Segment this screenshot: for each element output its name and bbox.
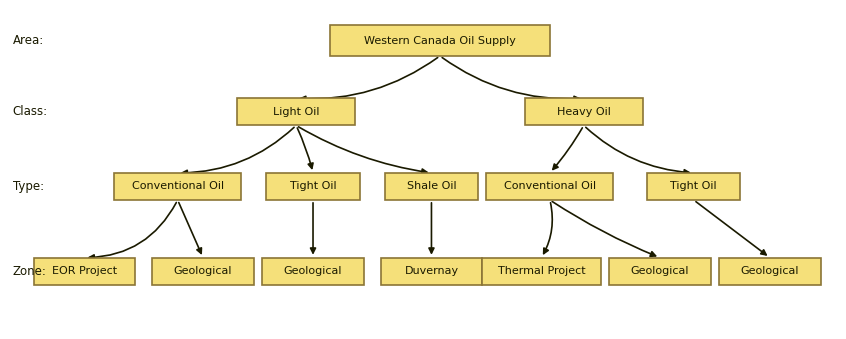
- FancyBboxPatch shape: [482, 258, 601, 285]
- FancyBboxPatch shape: [114, 173, 241, 200]
- FancyBboxPatch shape: [262, 258, 364, 285]
- Text: Type:: Type:: [13, 180, 44, 193]
- Text: EOR Project: EOR Project: [52, 266, 117, 276]
- Text: Area:: Area:: [13, 34, 44, 47]
- Text: Thermal Project: Thermal Project: [497, 266, 585, 276]
- Text: Conventional Oil: Conventional Oil: [504, 181, 596, 192]
- Text: Light Oil: Light Oil: [273, 107, 319, 117]
- Text: Duvernay: Duvernay: [404, 266, 459, 276]
- Text: Geological: Geological: [740, 266, 799, 276]
- FancyBboxPatch shape: [266, 173, 360, 200]
- Text: Geological: Geological: [283, 266, 343, 276]
- FancyBboxPatch shape: [609, 258, 711, 285]
- FancyBboxPatch shape: [647, 173, 740, 200]
- FancyBboxPatch shape: [381, 258, 482, 285]
- FancyBboxPatch shape: [34, 258, 135, 285]
- FancyBboxPatch shape: [385, 173, 478, 200]
- Text: Zone:: Zone:: [13, 265, 47, 278]
- Text: Tight Oil: Tight Oil: [289, 181, 337, 192]
- Text: Conventional Oil: Conventional Oil: [132, 181, 223, 192]
- Text: Class:: Class:: [13, 105, 48, 118]
- Text: Geological: Geological: [630, 266, 689, 276]
- FancyBboxPatch shape: [719, 258, 821, 285]
- Text: Heavy Oil: Heavy Oil: [557, 107, 611, 117]
- FancyBboxPatch shape: [330, 25, 550, 56]
- FancyBboxPatch shape: [152, 258, 254, 285]
- FancyBboxPatch shape: [237, 98, 355, 125]
- FancyBboxPatch shape: [525, 98, 643, 125]
- Text: Tight Oil: Tight Oil: [670, 181, 717, 192]
- FancyBboxPatch shape: [486, 173, 613, 200]
- Text: Shale Oil: Shale Oil: [407, 181, 456, 192]
- Text: Geological: Geological: [173, 266, 233, 276]
- Text: Western Canada Oil Supply: Western Canada Oil Supply: [364, 36, 516, 46]
